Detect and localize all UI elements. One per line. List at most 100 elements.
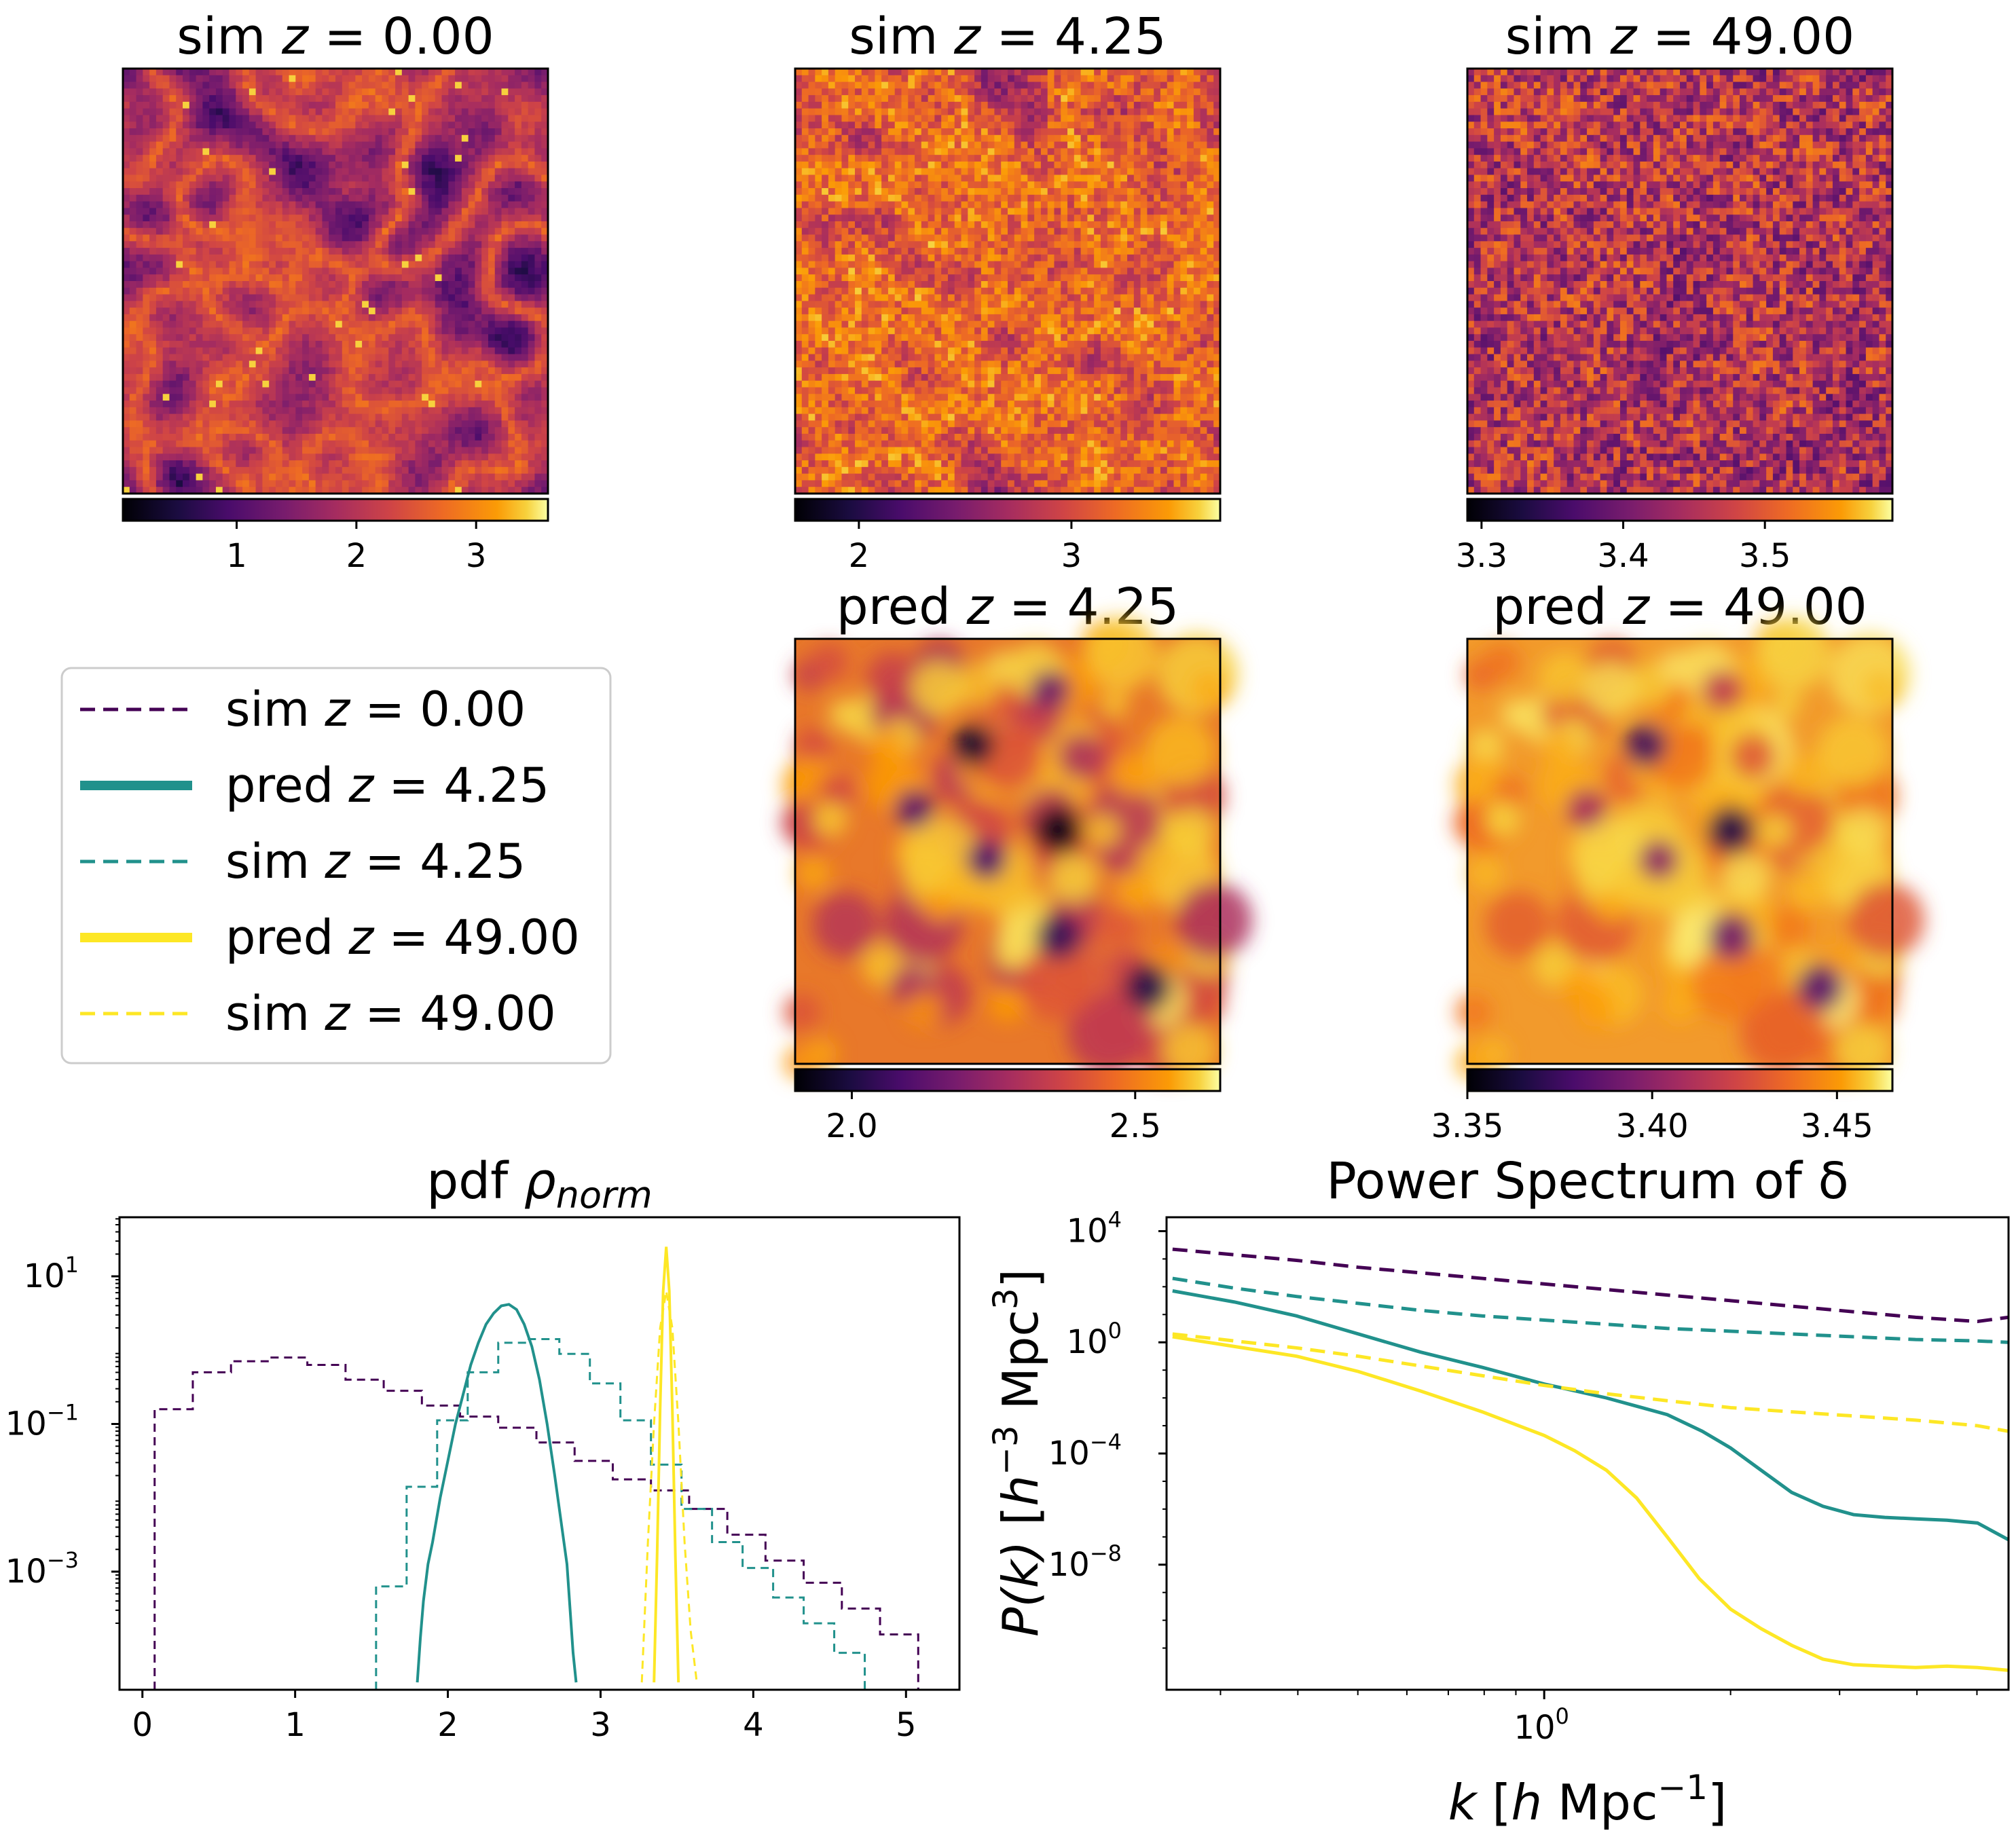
- heatmap-cell: [209, 261, 217, 269]
- heatmap-cell: [196, 69, 203, 76]
- heatmap-cell: [348, 181, 356, 189]
- heatmap-cell: [222, 460, 230, 468]
- heatmap-cell: [308, 75, 316, 83]
- heatmap-cell: [468, 194, 476, 202]
- heatmap-cell: [494, 115, 502, 122]
- heatmap-cell: [468, 181, 476, 189]
- heatmap-cell: [183, 75, 190, 83]
- heatmap-cell: [189, 341, 197, 348]
- heatmap-cell: [302, 261, 310, 269]
- heatmap-cell: [441, 75, 449, 83]
- heatmap-cell: [143, 380, 150, 388]
- heatmap-cell: [169, 453, 177, 461]
- heatmap-cell: [302, 108, 310, 116]
- heatmap-cell: [162, 427, 170, 434]
- heatmap-cell: [508, 208, 515, 215]
- heatmap-cell: [362, 141, 369, 149]
- heatmap-cell: [183, 122, 190, 129]
- heatmap-cell: [382, 327, 389, 335]
- heatmap-cell: [189, 487, 197, 494]
- heatmap-cell: [422, 141, 429, 149]
- heatmap-cell: [262, 267, 270, 275]
- heatmap-cell: [308, 387, 316, 394]
- heatmap-cell: [215, 69, 223, 76]
- heatmap-cell: [501, 88, 509, 96]
- heatmap-cell: [143, 347, 150, 355]
- heatmap-cell: [335, 373, 343, 382]
- heatmap-cell: [468, 81, 476, 89]
- heatmap-cell: [242, 466, 250, 475]
- heatmap-cell: [408, 201, 416, 209]
- heatmap-cell: [534, 254, 542, 262]
- heatmap-cell: [335, 122, 343, 129]
- heatmap-cell: [488, 215, 496, 222]
- heatmap-cell: [468, 215, 476, 222]
- heatmap-cell: [954, 108, 962, 116]
- heatmap-cell: [362, 341, 369, 348]
- heatmap-cell: [335, 168, 343, 176]
- heatmap-cell: [255, 447, 263, 454]
- heatmap-cell: [448, 320, 456, 329]
- heatmap-cell: [448, 407, 456, 415]
- heatmap-cell: [1008, 148, 1015, 155]
- heatmap-cell: [521, 380, 529, 388]
- heatmap-cell: [488, 267, 496, 275]
- heatmap-cell: [209, 301, 217, 308]
- heatmap-cell: [382, 453, 389, 461]
- heatmap-cell: [143, 287, 150, 295]
- heatmap-cell: [315, 95, 323, 103]
- heatmap-cell: [422, 234, 429, 242]
- heatmap-cell: [342, 460, 350, 468]
- heatmap-cell: [322, 155, 329, 162]
- heatmap-cell: [269, 227, 276, 236]
- heatmap-cell: [222, 227, 230, 236]
- heatmap-cell: [382, 274, 389, 282]
- heatmap-cell: [921, 75, 929, 83]
- heatmap-cell: [209, 440, 217, 448]
- heatmap-cell: [295, 320, 303, 329]
- heatmap-cell: [348, 134, 356, 143]
- heatmap-cell: [448, 413, 456, 422]
- heatmap-cell: [801, 81, 809, 89]
- heatmap-cell: [149, 208, 157, 215]
- heatmap-cell: [934, 134, 942, 143]
- heatmap-cell: [795, 155, 803, 162]
- heatmap-cell: [475, 334, 482, 341]
- heatmap-cell: [196, 181, 203, 189]
- heatmap-cell: [808, 81, 815, 89]
- heatmap-cell: [1180, 148, 1188, 155]
- heatmap-cell: [236, 460, 243, 468]
- heatmap-cell: [229, 360, 236, 368]
- heatmap-cell: [488, 373, 496, 382]
- heatmap-cell: [501, 473, 509, 481]
- heatmap-cell: [162, 341, 170, 348]
- heatmap-cell: [1160, 101, 1168, 109]
- heatmap-cell: [395, 181, 403, 189]
- heatmap-cell: [1187, 108, 1194, 116]
- heatmap-cell: [468, 407, 476, 415]
- heatmap-cell: [475, 320, 482, 329]
- heatmap-cell: [295, 148, 303, 155]
- heatmap-cell: [342, 261, 350, 269]
- heatmap-cell: [136, 407, 143, 415]
- heatmap-cell: [215, 480, 223, 487]
- heatmap-cell: [255, 320, 263, 329]
- heatmap-cell: [155, 194, 164, 202]
- heatmap-cell: [169, 261, 177, 269]
- heatmap-cell: [408, 188, 416, 196]
- heatmap-cell: [183, 148, 190, 155]
- heatmap-cell: [348, 360, 356, 368]
- heatmap-cell: [488, 148, 496, 155]
- heatmap-cell: [375, 427, 383, 434]
- heatmap-cell: [348, 327, 356, 335]
- heatmap-cell: [355, 487, 363, 494]
- heatmap-cell: [855, 95, 862, 103]
- heatmap-cell: [375, 81, 383, 89]
- heatmap-cell: [1207, 108, 1214, 116]
- heatmap-cell: [329, 81, 336, 89]
- heatmap-cell: [255, 327, 263, 335]
- heatmap-cell: [308, 155, 316, 162]
- heatmap-cell: [1087, 155, 1095, 162]
- heatmap-cell: [1047, 69, 1055, 76]
- heatmap-cell: [488, 473, 496, 481]
